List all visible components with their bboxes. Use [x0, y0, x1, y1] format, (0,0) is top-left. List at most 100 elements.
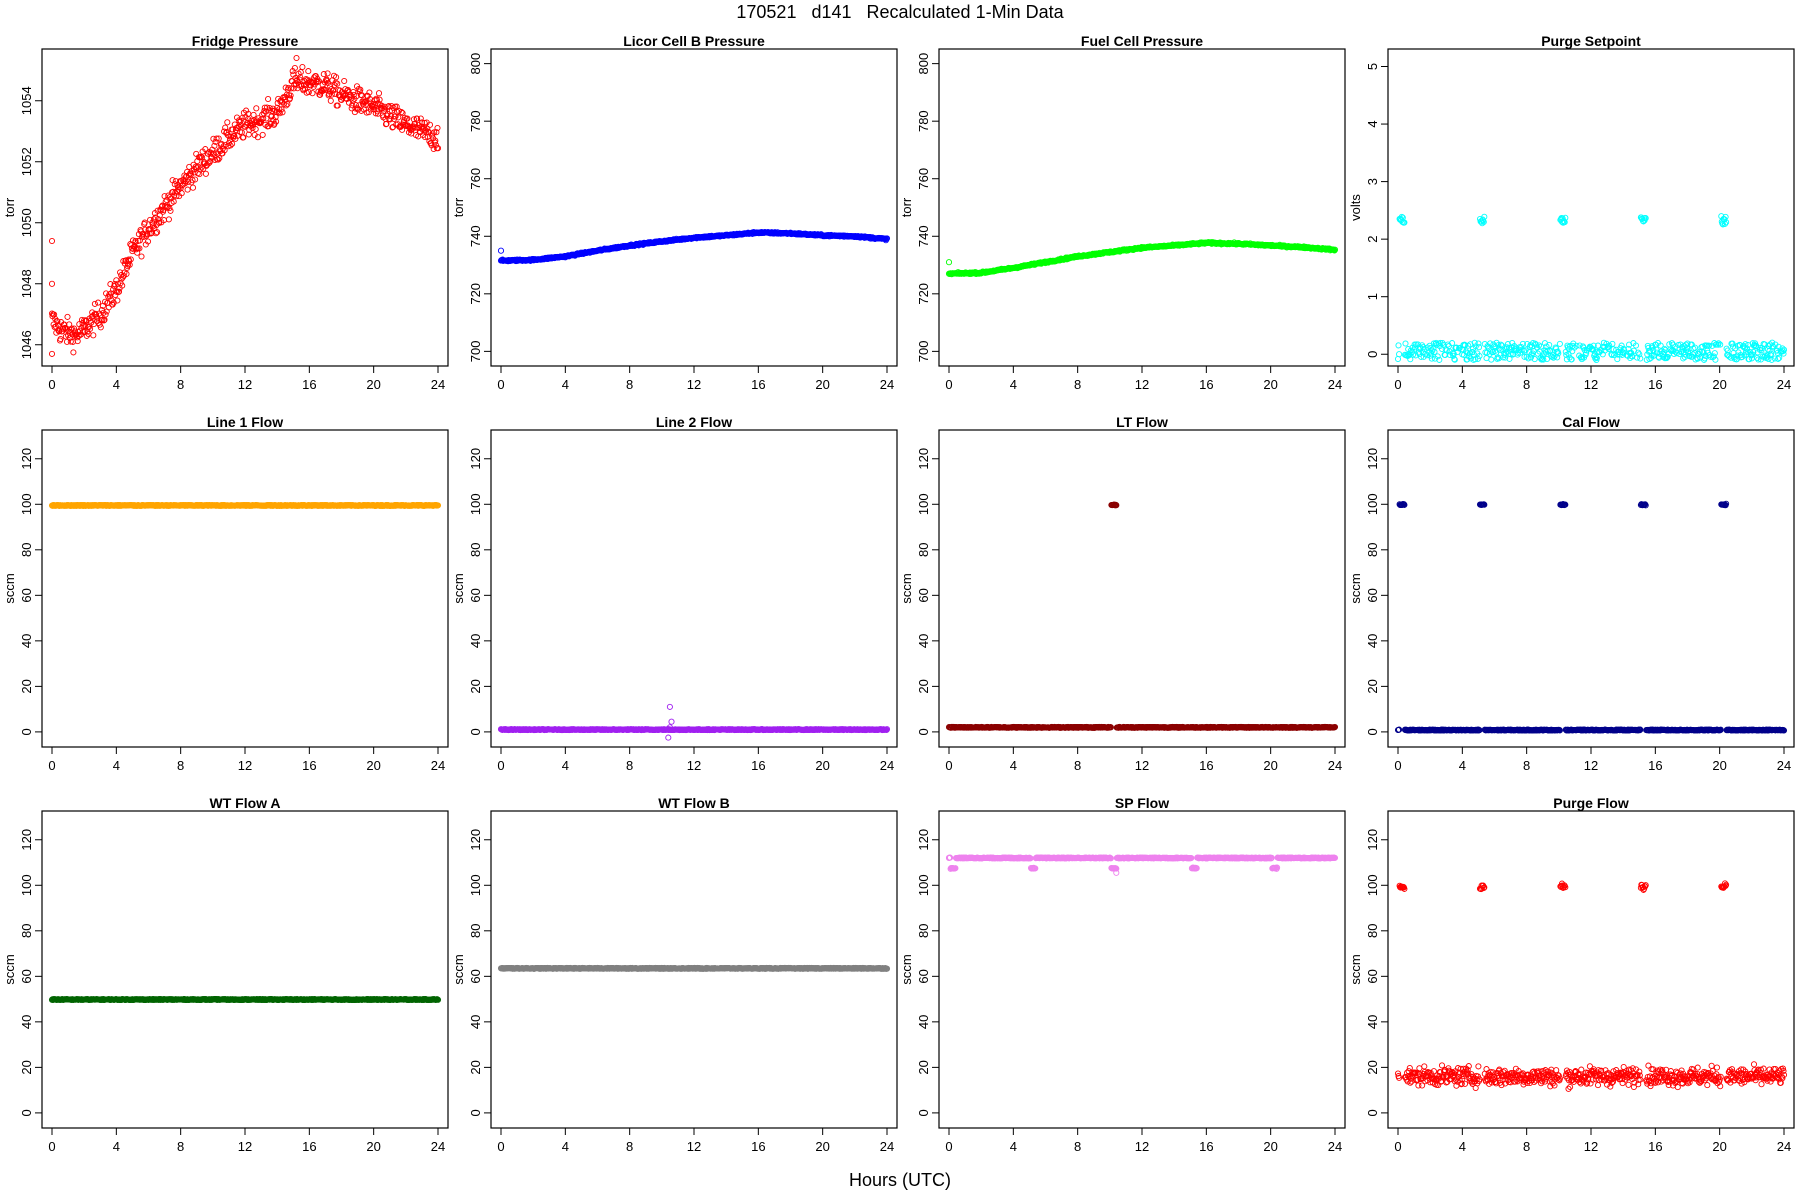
x-tick-label: 16 [751, 758, 765, 773]
x-tick-label: 24 [880, 758, 894, 773]
data-point [355, 106, 362, 113]
y-tick-label: 780 [916, 110, 931, 132]
y-tick-label: 2 [1365, 236, 1380, 243]
data-point [286, 95, 294, 102]
data-point [380, 107, 387, 115]
data-point [54, 318, 61, 325]
data-point [309, 90, 316, 97]
x-tick-label: 16 [302, 377, 316, 392]
data-point [227, 142, 234, 149]
x-tick-label: 16 [751, 377, 765, 392]
data-point [287, 92, 294, 99]
data-point [666, 703, 673, 710]
x-tick-label: 16 [1199, 377, 1213, 392]
data-point [334, 102, 341, 109]
data-point [70, 349, 77, 356]
data-point [1488, 356, 1495, 363]
x-tick-label: 16 [302, 758, 316, 773]
panel-title: LT Flow [1116, 414, 1168, 430]
data-point [126, 258, 133, 265]
y-tick-label: 1050 [19, 208, 34, 237]
x-tick-label: 12 [1135, 758, 1149, 773]
panel-title: Fridge Pressure [192, 33, 299, 49]
plot-frame [938, 48, 1346, 367]
data-point [421, 124, 428, 131]
x-tick-label: 8 [177, 758, 184, 773]
data-point [64, 313, 71, 320]
data-point [395, 114, 402, 121]
data-point [1609, 340, 1616, 347]
y-axis-label: volts [1348, 194, 1363, 221]
x-tick-label: 0 [497, 377, 504, 392]
data-point [265, 123, 272, 130]
data-point [1395, 342, 1402, 349]
data-point [112, 291, 119, 299]
x-tick-label: 8 [1523, 377, 1530, 392]
data-point [236, 119, 243, 126]
x-tick-label: 20 [366, 758, 380, 773]
y-axis-label: sccm [899, 573, 914, 603]
data-point [315, 78, 323, 85]
data-point [371, 106, 378, 113]
data-point [432, 141, 439, 149]
data-point [127, 256, 134, 263]
data-point [349, 102, 356, 109]
data-point [167, 207, 174, 214]
data-point [320, 71, 327, 78]
data-point [150, 216, 157, 223]
data-point [243, 107, 250, 114]
data-point [350, 88, 357, 96]
data-point [74, 338, 81, 345]
x-tick-label: 20 [1712, 377, 1726, 392]
data-point [322, 87, 329, 94]
data-point [254, 134, 261, 141]
panel-title: Purge Setpoint [1541, 33, 1641, 49]
y-tick-label: 40 [19, 634, 34, 648]
data-point [245, 115, 252, 123]
data-point [134, 245, 141, 252]
data-point [1475, 344, 1483, 351]
data-point [321, 86, 328, 93]
x-tick-label: 4 [562, 758, 569, 773]
y-tick-label: 1048 [19, 269, 34, 298]
x-tick-label: 0 [1394, 377, 1401, 392]
data-point [366, 89, 373, 96]
x-tick-label: 12 [1584, 377, 1598, 392]
data-point [399, 110, 406, 117]
data-point [215, 135, 222, 142]
data-point [152, 230, 160, 237]
y-tick-label: 4 [1365, 120, 1380, 127]
data-point [288, 85, 295, 92]
data-point [114, 297, 121, 304]
y-tick-label: 800 [468, 53, 483, 75]
data-point [1556, 340, 1563, 347]
y-tick-label: 0 [468, 728, 483, 735]
data-point [192, 176, 199, 183]
x-tick-label: 8 [1074, 758, 1081, 773]
data-point [1394, 355, 1402, 363]
y-tick-label: 120 [916, 448, 931, 470]
data-point [189, 177, 196, 184]
y-tick-label: 100 [916, 493, 931, 515]
x-tick-label: 20 [366, 377, 380, 392]
data-point [414, 115, 421, 122]
data-point [67, 338, 74, 345]
panel-title: Line 1 Flow [207, 414, 283, 430]
y-tick-label: 1052 [19, 147, 34, 176]
data-point [434, 145, 442, 152]
data-point [48, 280, 56, 287]
data-point [170, 198, 177, 205]
data-point [276, 106, 283, 113]
panel-title: Fuel Cell Pressure [1081, 33, 1203, 49]
data-point [328, 91, 335, 98]
y-tick-label: 5 [1365, 63, 1380, 70]
data-point [216, 155, 223, 162]
data-point [668, 718, 675, 725]
data-point [53, 317, 60, 324]
x-tick-label: 24 [880, 377, 894, 392]
x-tick-label: 12 [238, 377, 252, 392]
data-point [150, 223, 157, 230]
y-tick-label: 760 [468, 168, 483, 190]
